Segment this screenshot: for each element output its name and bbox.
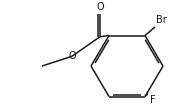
Text: O: O	[68, 51, 76, 61]
Text: Br: Br	[156, 15, 167, 25]
Text: O: O	[96, 2, 104, 12]
Text: F: F	[150, 95, 156, 104]
